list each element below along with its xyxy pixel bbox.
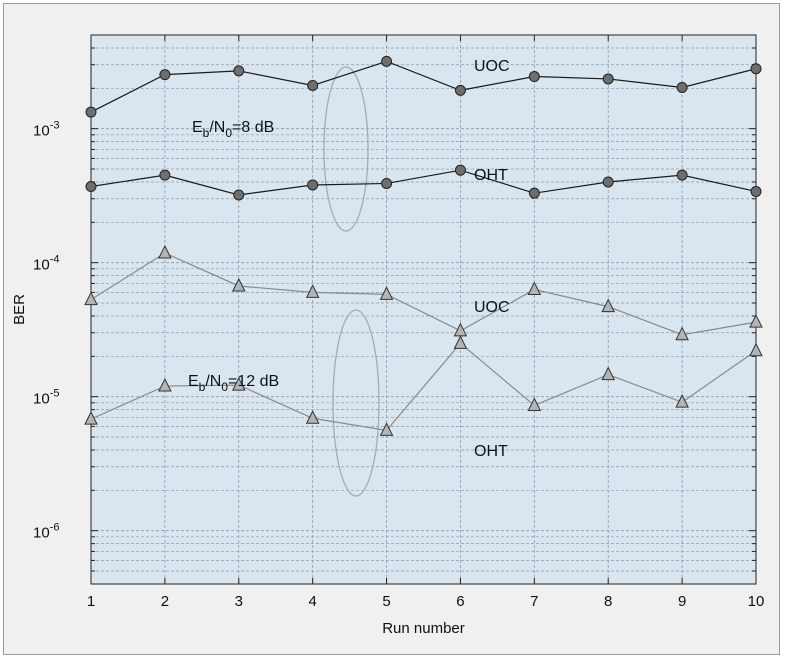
y-tick-label: 10-5 [33, 388, 59, 408]
group-ellipse [332, 309, 380, 497]
triangle-marker [379, 422, 394, 436]
x-tick-label: 6 [456, 593, 464, 610]
circle-marker [454, 84, 466, 96]
triangle-marker [527, 281, 542, 296]
circle-marker [676, 169, 688, 181]
x-tick-label: 7 [530, 593, 538, 610]
triangle-marker [84, 291, 98, 306]
circle-marker [85, 106, 97, 118]
triangle-marker [601, 366, 616, 381]
circle-marker [233, 189, 245, 201]
circle-marker [528, 71, 540, 83]
ebn0-annotation: Eb/N0=8 dB [192, 119, 274, 140]
ebn0-annotation: Eb/N0=12 dB [188, 373, 279, 394]
series-line [90, 60, 757, 113]
triangle-marker [305, 284, 320, 298]
x-tick-label: 5 [382, 593, 390, 610]
x-tick-label: 9 [678, 593, 686, 610]
circle-marker [676, 81, 688, 93]
triangle-marker [231, 376, 246, 391]
series-label: UOC [474, 58, 510, 75]
x-tick-label: 1 [87, 593, 95, 610]
triangle-marker [231, 277, 246, 292]
y-tick-label: 10-6 [33, 522, 59, 542]
plot-frame [90, 34, 757, 585]
series-line [90, 252, 757, 336]
triangle-marker [305, 410, 320, 424]
y-axis-label: BER [11, 294, 28, 325]
x-tick-label: 4 [308, 593, 316, 610]
x-tick-label: 10 [748, 593, 765, 610]
circle-marker [602, 176, 614, 188]
x-axis-label: Run number [382, 620, 465, 637]
series-label: OHT [474, 167, 508, 184]
triangle-marker [158, 244, 172, 259]
circle-marker [602, 73, 614, 85]
triangle-marker [379, 286, 394, 300]
plot-area [91, 35, 756, 584]
circle-marker [85, 181, 97, 193]
triangle-marker [749, 342, 763, 357]
x-tick-label: 2 [161, 593, 169, 610]
triangle-marker [675, 394, 689, 408]
y-tick-label: 10-3 [33, 120, 59, 140]
triangle-marker [749, 314, 763, 328]
series-line [90, 342, 757, 432]
triangle-marker [527, 397, 542, 411]
triangle-marker [675, 326, 689, 341]
circle-marker [159, 169, 171, 181]
triangle-marker [84, 410, 98, 425]
circle-marker [307, 179, 319, 191]
circle-marker [750, 63, 762, 75]
x-tick-label: 3 [235, 593, 243, 610]
circle-marker [233, 65, 245, 77]
triangle-marker [453, 335, 468, 349]
circle-marker [528, 187, 540, 199]
series-line [90, 169, 757, 196]
series-label: OHT [474, 443, 508, 460]
group-ellipse [323, 66, 369, 232]
triangle-marker [601, 298, 616, 313]
circle-marker [381, 177, 393, 189]
circle-marker [454, 164, 466, 176]
series-label: UOC [474, 299, 510, 316]
triangle-marker [158, 377, 172, 392]
y-tick-label: 10-4 [33, 254, 59, 274]
circle-marker [159, 69, 171, 81]
circle-marker [307, 79, 319, 91]
circle-marker [381, 55, 393, 67]
circle-marker [750, 185, 762, 197]
x-tick-label: 8 [604, 593, 612, 610]
